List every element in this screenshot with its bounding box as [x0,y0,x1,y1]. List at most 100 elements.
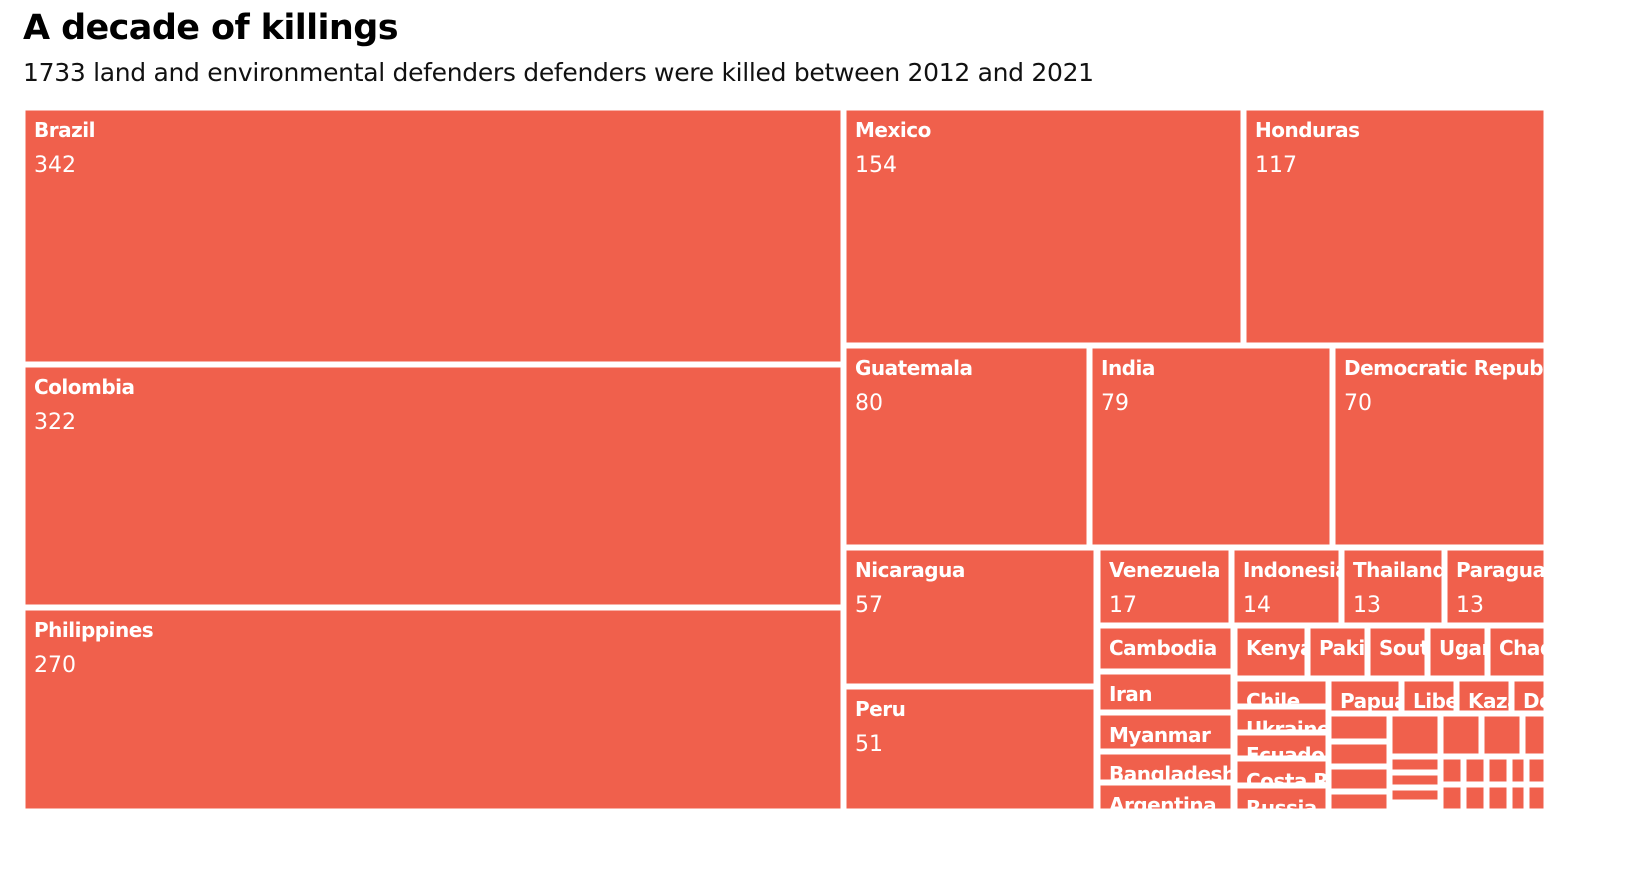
treemap-tile-small [1526,756,1547,785]
treemap-tile-guatemala: Guatemala 80 [843,345,1090,548]
treemap-tile-small [1328,713,1390,742]
tile-label: Chile [1246,689,1300,713]
tile-rect [1097,671,1234,713]
tile-label: Kaza [1468,689,1520,713]
treemap-tile-iran: Iran [1097,671,1234,713]
tile-value: 322 [34,410,76,435]
tile-label: Chad [1499,636,1554,660]
tile-label: Ecuador [1246,743,1334,767]
treemap-tile-small [1328,741,1390,767]
treemap-tile-democratic-republi: Democratic Republi 70 [1332,345,1556,548]
treemap-tile-kenya: Kenya [1234,625,1313,679]
treemap-tile-ugar: Ugar [1427,625,1488,679]
tile-value: 14 [1243,593,1271,618]
tile-label: Do [1523,689,1552,713]
tile-label: Myanmar [1109,723,1211,747]
tile-label: Honduras [1255,118,1360,142]
tile-rect [1097,751,1234,783]
treemap-tile-small [1389,756,1441,773]
treemap-tile-chad: Chad [1487,625,1554,679]
tile-rect [843,345,1090,548]
treemap-tile-small [1486,756,1510,785]
treemap-tile-india: India 79 [1089,345,1333,548]
tile-value: 51 [855,732,883,757]
tile-label: Guatemala [855,356,972,380]
treemap-tile-small [1463,784,1487,812]
tile-label: Paki [1319,636,1365,660]
treemap-tile-small [1389,713,1441,757]
treemap-tile-kaza: Kaza [1456,678,1520,714]
treemap-tile-nicaragua: Nicaragua 57 [843,547,1097,687]
chart-crop-mask-bottom [0,810,1644,870]
treemap-tile-honduras: Honduras 117 [1243,107,1547,346]
treemap-tile-bangladesh: Bangladesh [1097,751,1236,786]
tile-rect [1097,547,1232,626]
tile-label: Indonesia [1243,558,1348,582]
treemap-tile-sout: Sout [1367,625,1430,679]
tile-value: 80 [855,391,883,416]
tile-rect [1307,625,1368,679]
tile-label: Libe [1413,689,1458,713]
treemap-tile-indonesia: Indonesia 14 [1231,547,1348,626]
tile-label: Bangladesh [1109,762,1236,786]
tile-label: Sout [1379,636,1430,660]
tile-rect [1487,625,1547,679]
treemap-tile-peru: Peru 51 [843,686,1097,812]
tile-label: Iran [1109,682,1152,706]
treemap-tile-papua: Papua [1328,678,1402,714]
treemap-tile-small [1486,784,1510,812]
tile-rect [843,547,1097,687]
treemap-tile-small [1509,784,1527,812]
tile-value: 342 [34,153,76,178]
treemap-tile-small [1440,713,1482,757]
treemap-tile-cambodia: Cambodia [1097,625,1234,672]
tile-label: Mexico [855,118,931,142]
tile-value: 17 [1109,593,1137,618]
tile-label: Philippines [34,618,153,642]
tile-label: Kenya [1246,636,1313,660]
tile-value: 79 [1101,391,1129,416]
tile-label: Peru [855,697,905,721]
treemap-tile-small [1440,784,1464,812]
tile-rect [22,364,844,608]
tile-value: 13 [1456,593,1484,618]
tile-rect [1234,758,1329,786]
tile-label: Brazil [34,118,95,142]
tile-rect [1332,345,1547,548]
tile-rect [1367,625,1428,679]
treemap-tile-small [1328,766,1390,792]
tile-rect [1234,678,1329,707]
tile-rect [1328,678,1402,714]
treemap-tile-colombia: Colombia 322 [22,364,844,608]
tile-value: 13 [1353,593,1381,618]
tile-value: 154 [855,153,897,178]
tile-rect [1231,547,1342,626]
tile-rect [1234,625,1308,679]
treemap-tile-small [1526,784,1547,812]
tile-rect [22,107,844,365]
tile-label: Thailand [1353,558,1446,582]
tile-label: Democratic Republi [1344,356,1556,380]
tile-value: 117 [1255,153,1297,178]
tile-rect [1427,625,1488,679]
tile-label: Argentina [1109,793,1216,817]
tile-rect [1234,706,1329,733]
tile-rect [1456,678,1512,714]
treemap-tile-small [1481,713,1523,757]
tile-rect [843,686,1097,812]
treemap-tile-small [1389,772,1441,788]
treemap-tile-ecuador: Ecuador [1234,732,1334,767]
tile-label: Nicaragua [855,558,965,582]
treemap-tile-chile: Chile [1234,678,1329,713]
tile-rect [1401,678,1457,714]
chart-subtitle: 1733 land and environmental defenders de… [23,58,1094,87]
tile-rect [1243,107,1547,346]
tile-value: 70 [1344,391,1372,416]
tile-rect [1089,345,1333,548]
treemap-tile-small [1440,756,1464,785]
treemap-tile-small [1463,756,1487,785]
tile-rect [1234,732,1329,759]
tile-value: 270 [34,653,76,678]
treemap-tile-small [1328,791,1390,812]
tile-label: Paraguay [1456,558,1558,582]
